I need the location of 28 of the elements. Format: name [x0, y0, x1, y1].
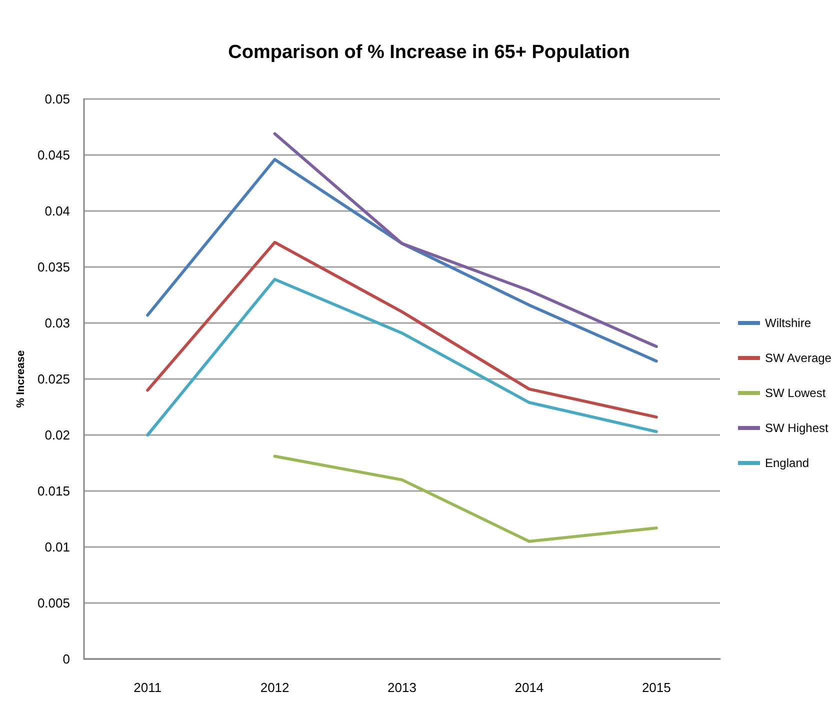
y-tick-label: 0.05: [44, 92, 70, 106]
y-tick-label: 0.04: [44, 204, 70, 218]
legend-label: England: [765, 456, 810, 470]
x-tick-label: 2013: [388, 680, 416, 695]
y-tick-label: 0.02: [44, 428, 70, 442]
y-tick-label: 0.035: [37, 260, 70, 274]
x-tick-label: 2012: [260, 680, 290, 695]
y-tick-label: 0.005: [37, 596, 70, 610]
legend-label: SW Highest: [765, 421, 830, 435]
legend-label: Wiltshire: [765, 316, 812, 330]
chart-title: Comparison of % Increase in 65+ Population: [228, 42, 630, 63]
x-tick-label: 2015: [642, 680, 671, 695]
y-tick-label: 0.03: [44, 316, 70, 330]
y-tick-label: 0.01: [44, 540, 70, 554]
line-series: [146, 278, 658, 436]
y-tick-label: 0.015: [37, 484, 70, 498]
legend-label: SW Average: [765, 351, 832, 365]
y-tick-label: 0.025: [37, 372, 70, 386]
y-axis-title: % Increase: [15, 350, 28, 408]
line-series: [273, 132, 658, 348]
y-tick-label: 0.045: [37, 148, 70, 162]
x-tick-label: 2011: [134, 680, 162, 695]
line-series: [146, 240, 658, 419]
y-tick-label: 0: [62, 652, 70, 666]
legend-label: SW Lowest: [765, 386, 826, 400]
line-series: [146, 158, 658, 363]
x-tick-label: 2014: [514, 680, 544, 695]
line-series: [273, 454, 658, 543]
